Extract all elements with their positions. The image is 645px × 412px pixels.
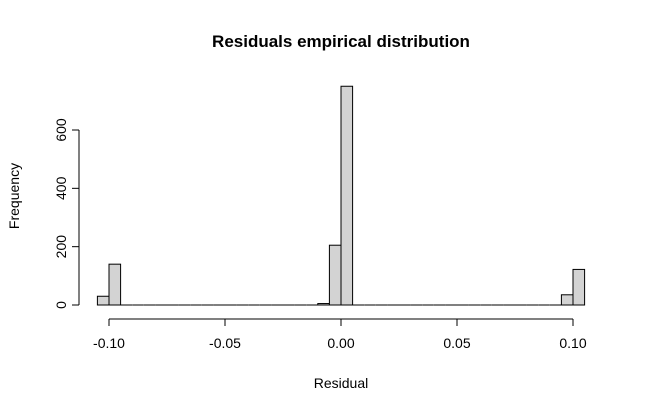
x-tick-label: 0.00: [327, 335, 354, 351]
histogram-bar: [328, 244, 342, 306]
y-axis-label: Frequency: [6, 163, 22, 229]
histogram-bar: [96, 295, 110, 306]
y-tick-label: 200: [53, 235, 69, 259]
y-tick-label: 600: [53, 118, 69, 142]
y-axis: 0 200 400 600: [53, 118, 80, 309]
histogram-bar: [340, 85, 354, 306]
x-axis-label: Residual: [314, 375, 368, 391]
x-tick-label: -0.05: [209, 335, 241, 351]
histogram-bar: [572, 268, 586, 306]
histogram-bars: [96, 85, 586, 306]
y-tick-label: 400: [53, 176, 69, 200]
histogram-bar: [317, 303, 330, 306]
x-tick-label: 0.10: [559, 335, 586, 351]
histogram-bar: [108, 263, 122, 306]
x-axis: -0.10 -0.05 0.00 0.05 0.10: [93, 318, 587, 351]
y-tick-label: 0: [53, 301, 69, 309]
x-tick-label: -0.10: [93, 335, 125, 351]
chart-title: Residuals empirical distribution: [212, 32, 470, 51]
histogram-bar: [560, 294, 574, 306]
x-tick-label: 0.05: [443, 335, 470, 351]
